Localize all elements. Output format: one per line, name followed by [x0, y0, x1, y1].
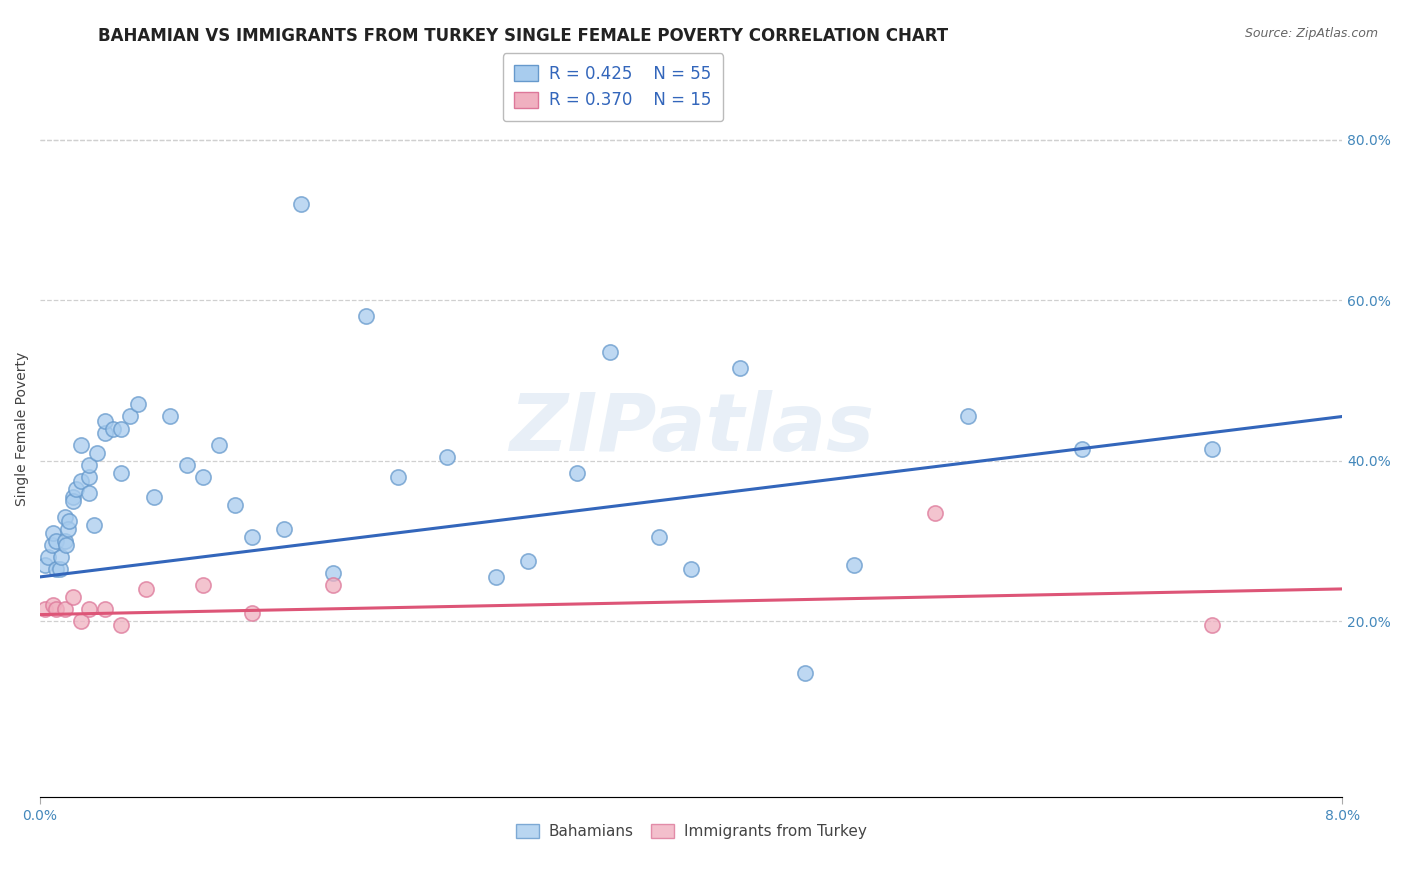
Point — [83, 517, 105, 532]
Point — [45, 533, 67, 548]
Point — [48, 562, 70, 576]
Point — [62, 490, 84, 504]
Point — [58, 514, 80, 528]
Point — [176, 458, 198, 472]
Point — [42, 598, 65, 612]
Point — [924, 506, 946, 520]
Point — [567, 466, 589, 480]
Point — [191, 469, 214, 483]
Point — [86, 445, 108, 459]
Point — [77, 602, 100, 616]
Point — [34, 602, 56, 616]
Text: Source: ZipAtlas.com: Source: ZipAtlas.com — [1244, 27, 1378, 40]
Point — [240, 530, 263, 544]
Point — [69, 614, 91, 628]
Point — [110, 618, 132, 632]
Point — [1070, 442, 1092, 456]
Point — [956, 409, 979, 424]
Point — [41, 538, 63, 552]
Point — [1201, 442, 1223, 456]
Point — [110, 466, 132, 480]
Point — [37, 549, 59, 564]
Legend: Bahamians, Immigrants from Turkey: Bahamians, Immigrants from Turkey — [510, 817, 873, 845]
Point — [485, 570, 508, 584]
Point — [387, 469, 409, 483]
Point — [110, 421, 132, 435]
Point — [191, 578, 214, 592]
Point — [224, 498, 246, 512]
Point — [34, 558, 56, 572]
Point — [517, 554, 540, 568]
Point — [240, 606, 263, 620]
Point — [51, 549, 73, 564]
Point — [208, 437, 231, 451]
Point — [159, 409, 181, 424]
Point — [290, 197, 312, 211]
Point — [53, 602, 76, 616]
Y-axis label: Single Female Poverty: Single Female Poverty — [15, 351, 30, 506]
Text: ZIPatlas: ZIPatlas — [509, 390, 873, 467]
Point — [56, 522, 79, 536]
Point — [94, 413, 117, 427]
Point — [69, 437, 91, 451]
Point — [53, 509, 76, 524]
Point — [62, 493, 84, 508]
Point — [728, 361, 751, 376]
Point — [77, 458, 100, 472]
Point — [143, 490, 166, 504]
Point — [62, 590, 84, 604]
Point — [322, 578, 344, 592]
Point — [53, 533, 76, 548]
Point — [65, 482, 87, 496]
Point — [599, 345, 621, 359]
Point — [69, 474, 91, 488]
Point — [45, 562, 67, 576]
Point — [681, 562, 703, 576]
Point — [42, 525, 65, 540]
Point — [118, 409, 141, 424]
Point — [842, 558, 865, 572]
Point — [794, 666, 817, 681]
Text: BAHAMIAN VS IMMIGRANTS FROM TURKEY SINGLE FEMALE POVERTY CORRELATION CHART: BAHAMIAN VS IMMIGRANTS FROM TURKEY SINGL… — [98, 27, 949, 45]
Point — [103, 421, 125, 435]
Point — [1201, 618, 1223, 632]
Point — [436, 450, 458, 464]
Point — [77, 485, 100, 500]
Point — [94, 602, 117, 616]
Point — [322, 566, 344, 580]
Point — [55, 538, 77, 552]
Point — [45, 602, 67, 616]
Point — [273, 522, 295, 536]
Point — [127, 397, 149, 411]
Point — [647, 530, 669, 544]
Point — [77, 469, 100, 483]
Point — [354, 310, 377, 324]
Point — [135, 582, 157, 596]
Point — [94, 425, 117, 440]
